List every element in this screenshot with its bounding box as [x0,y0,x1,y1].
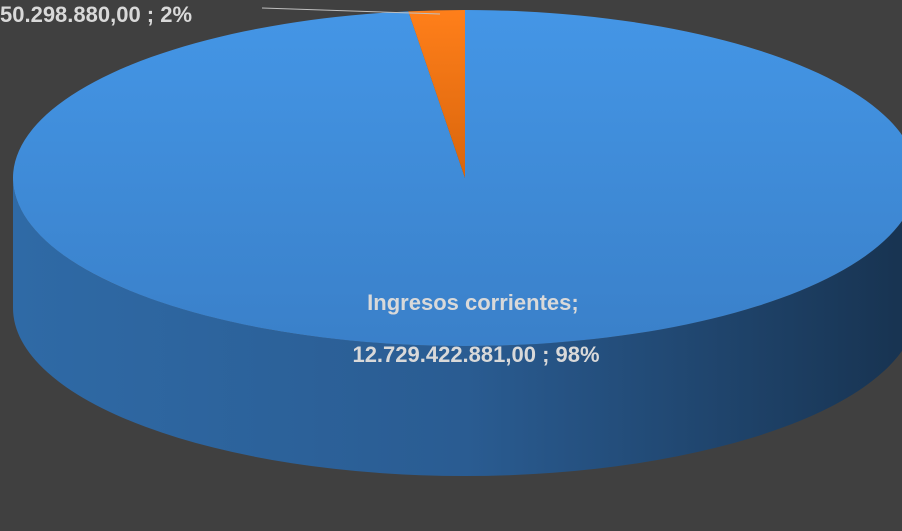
leader-line [261,7,441,15]
slice-side [13,178,902,476]
value-label: 12.729.422.881,00 ; 98% [352,342,599,367]
data-label: 50.298.880,00 ; 2% [0,2,192,27]
data-label: Ingresos corrientes; 12.729.422.881,00 ;… [352,290,599,367]
category-label: Ingresos corrientes; [367,290,579,315]
slice [408,10,465,178]
slice [13,10,902,346]
pie [13,10,902,476]
